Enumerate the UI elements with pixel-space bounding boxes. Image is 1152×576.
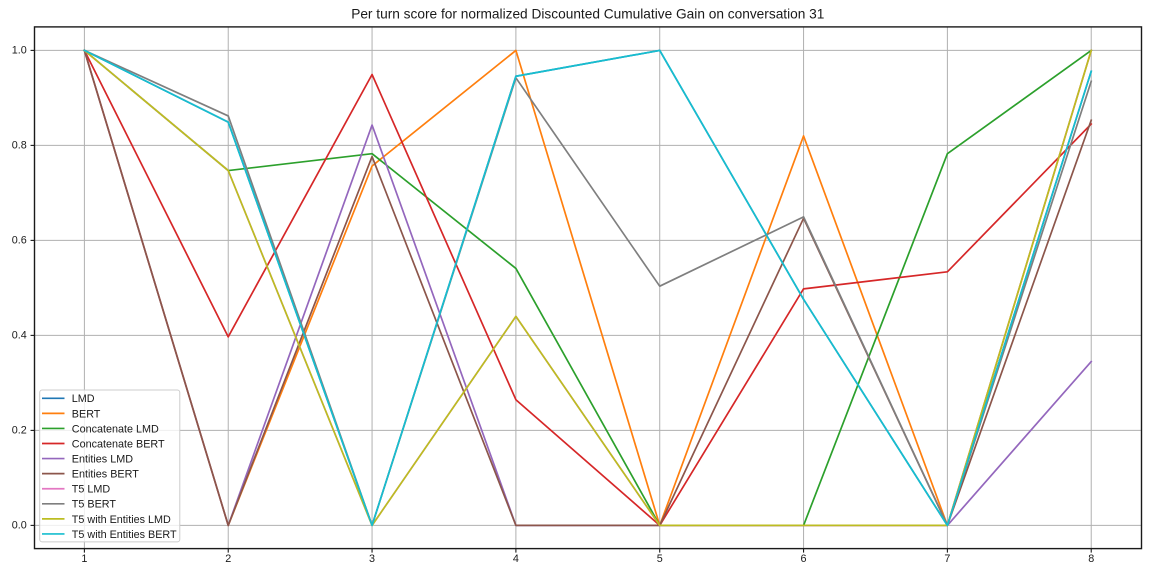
svg-text:T5 BERT: T5 BERT	[72, 499, 117, 511]
svg-text:5: 5	[657, 553, 663, 565]
svg-text:Per turn score for normalized: Per turn score for normalized Discounted…	[351, 6, 824, 21]
svg-text:T5 LMD: T5 LMD	[72, 484, 111, 496]
svg-text:Entities BERT: Entities BERT	[72, 469, 139, 481]
svg-text:LMD: LMD	[72, 393, 95, 405]
svg-text:Concatenate LMD: Concatenate LMD	[72, 423, 159, 435]
svg-text:3: 3	[369, 553, 375, 565]
svg-text:8: 8	[1088, 553, 1094, 565]
svg-text:BERT: BERT	[72, 408, 101, 420]
svg-text:1: 1	[81, 553, 87, 565]
svg-text:0.6: 0.6	[12, 235, 27, 247]
svg-text:0.4: 0.4	[12, 330, 27, 342]
svg-text:T5 with Entities LMD: T5 with Entities LMD	[72, 514, 171, 526]
svg-text:Entities LMD: Entities LMD	[72, 453, 133, 465]
svg-text:2: 2	[225, 553, 231, 565]
svg-text:1.0: 1.0	[12, 45, 27, 57]
svg-text:4: 4	[513, 553, 519, 565]
svg-text:0.0: 0.0	[12, 520, 27, 532]
svg-text:0.8: 0.8	[12, 140, 27, 152]
svg-text:6: 6	[801, 553, 807, 565]
svg-text:7: 7	[944, 553, 950, 565]
svg-text:T5 with Entities BERT: T5 with Entities BERT	[72, 529, 177, 541]
svg-text:0.2: 0.2	[12, 425, 27, 437]
svg-text:Concatenate BERT: Concatenate BERT	[72, 438, 165, 450]
